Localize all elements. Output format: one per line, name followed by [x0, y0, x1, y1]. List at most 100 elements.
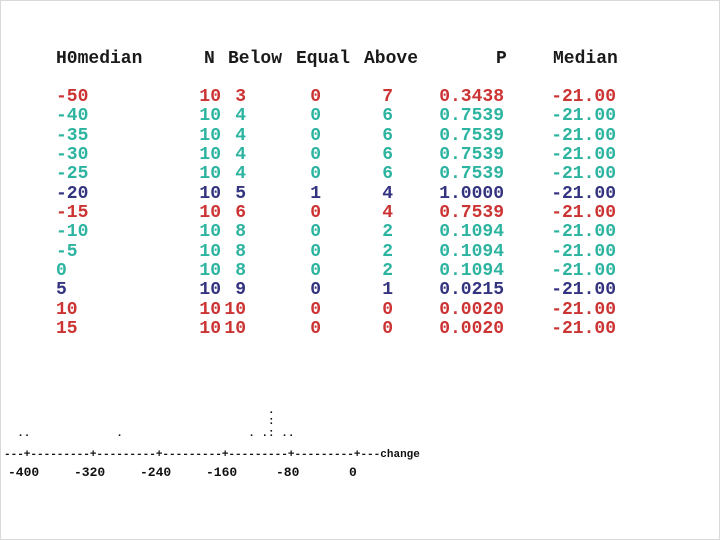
equal-value: 0 — [310, 87, 321, 107]
n-value: 10 — [199, 318, 221, 339]
p-value: 0.7539 — [439, 106, 504, 127]
above-value: 6 — [382, 106, 393, 127]
above-value: 7 — [382, 87, 393, 107]
dotplot-axis-line: ---+---------+---------+---------+------… — [4, 449, 420, 461]
median-value: -21.00 — [551, 318, 616, 339]
h0median-value: 0 — [56, 260, 67, 281]
table-row: -10 10 8 0 2 0.1094 -21.00 — [1, 222, 720, 243]
h0median-value: 15 — [56, 318, 78, 339]
median-value: -21.00 — [551, 183, 616, 204]
equal-value: 0 — [310, 164, 321, 185]
h0median-value: 10 — [56, 299, 78, 320]
below-value: 5 — [235, 183, 246, 204]
axis-tick-label: -400 — [8, 465, 40, 480]
median-value: -21.00 — [551, 260, 616, 281]
below-value: 10 — [224, 318, 246, 339]
below-value: 3 — [235, 87, 246, 107]
p-value: 0.0020 — [439, 299, 504, 320]
equal-value: 0 — [310, 106, 321, 127]
equal-value: 0 — [310, 299, 321, 320]
equal-value: 0 — [310, 202, 321, 223]
above-value: 6 — [382, 144, 393, 165]
table-row: -40 10 4 0 6 0.7539 -21.00 — [1, 106, 720, 127]
n-value: 10 — [199, 241, 221, 262]
above-value: 2 — [382, 260, 393, 281]
table-row: -35 10 4 0 6 0.7539 -21.00 — [1, 125, 720, 146]
n-value: 10 — [199, 144, 221, 165]
n-value: 10 — [199, 183, 221, 204]
table-row: 15 10 10 0 0 0.0020 -21.00 — [1, 318, 720, 339]
median-value: -21.00 — [551, 164, 616, 185]
n-value: 10 — [199, 299, 221, 320]
column-header-above: Above — [364, 49, 419, 69]
equal-value: 0 — [310, 144, 321, 165]
h0median-value: -10 — [56, 222, 89, 243]
h0median-value: -40 — [56, 106, 89, 127]
p-value: 0.7539 — [439, 125, 504, 146]
column-header-h0median: H0median — [56, 49, 143, 69]
equal-value: 0 — [310, 222, 321, 243]
table-row: 5 10 9 0 1 0.0215 -21.00 — [1, 280, 720, 301]
column-header-n: N — [204, 49, 215, 69]
column-header-median: Median — [553, 49, 618, 69]
dotplot-dot-row-bottom: .. . . .: .. — [4, 428, 295, 440]
h0median-value: -5 — [56, 241, 78, 262]
p-value: 0.1094 — [439, 222, 504, 243]
equal-value: 0 — [310, 260, 321, 281]
table-row: -5 10 8 0 2 0.1094 -21.00 — [1, 241, 720, 262]
h0median-value: 5 — [56, 280, 67, 301]
table-row: 0 10 8 0 2 0.1094 -21.00 — [1, 260, 720, 281]
dotplot-stack-row-top: . — [4, 405, 275, 417]
n-value: 10 — [199, 280, 221, 301]
p-value: 0.7539 — [439, 202, 504, 223]
p-value: 0.0020 — [439, 318, 504, 339]
axis-tick-label: -240 — [140, 465, 172, 480]
p-value: 0.0215 — [439, 280, 504, 301]
p-value: 0.7539 — [439, 164, 504, 185]
above-value: 2 — [382, 222, 393, 243]
equal-value: 0 — [310, 280, 321, 301]
above-value: 0 — [382, 318, 393, 339]
median-value: -21.00 — [551, 241, 616, 262]
h0median-value: -25 — [56, 164, 89, 185]
table-header-row: H0median N Below Equal Above P Median — [1, 49, 720, 69]
equal-value: 0 — [310, 125, 321, 146]
table-row: -15 10 6 0 4 0.7539 -21.00 — [1, 202, 720, 223]
p-value: 1.0000 — [439, 183, 504, 204]
column-header-equal: Equal — [296, 49, 351, 69]
axis-tick-label: -80 — [276, 465, 300, 480]
below-value: 8 — [235, 260, 246, 281]
column-header-below: Below — [228, 49, 283, 69]
p-value: 0.3438 — [439, 87, 504, 107]
n-value: 10 — [199, 202, 221, 223]
table-row: -20 10 5 1 4 1.0000 -21.00 — [1, 183, 720, 204]
dotplot-stack-row-middle: : — [4, 416, 275, 428]
n-value: 10 — [199, 164, 221, 185]
axis-tick-label: -320 — [74, 465, 106, 480]
h0median-value: -15 — [56, 202, 89, 223]
column-header-p: P — [496, 49, 507, 69]
above-value: 6 — [382, 125, 393, 146]
above-value: 0 — [382, 299, 393, 320]
median-value: -21.00 — [551, 222, 616, 243]
n-value: 10 — [199, 87, 221, 107]
equal-value: 0 — [310, 241, 321, 262]
n-value: 10 — [199, 222, 221, 243]
median-value: -21.00 — [551, 202, 616, 223]
below-value: 4 — [235, 164, 246, 185]
below-value: 4 — [235, 144, 246, 165]
n-value: 10 — [199, 125, 221, 146]
median-value: -21.00 — [551, 280, 616, 301]
below-value: 6 — [235, 202, 246, 223]
sign-test-table-body: -50 10 3 0 7 0.3438 -21.00 -40 10 4 0 6 0.7539 -21.00… — [1, 87, 720, 339]
h0median-value: -20 — [56, 183, 89, 204]
median-value: -21.00 — [551, 144, 616, 165]
above-value: 4 — [382, 202, 393, 223]
axis-tick-label: 0 — [349, 465, 357, 480]
above-value: 2 — [382, 241, 393, 262]
h0median-value: -50 — [56, 87, 89, 107]
n-value: 10 — [199, 106, 221, 127]
h0median-value: -30 — [56, 144, 89, 165]
table-row: -50 10 3 0 7 0.3438 -21.00 — [1, 87, 720, 107]
above-value: 1 — [382, 280, 393, 301]
